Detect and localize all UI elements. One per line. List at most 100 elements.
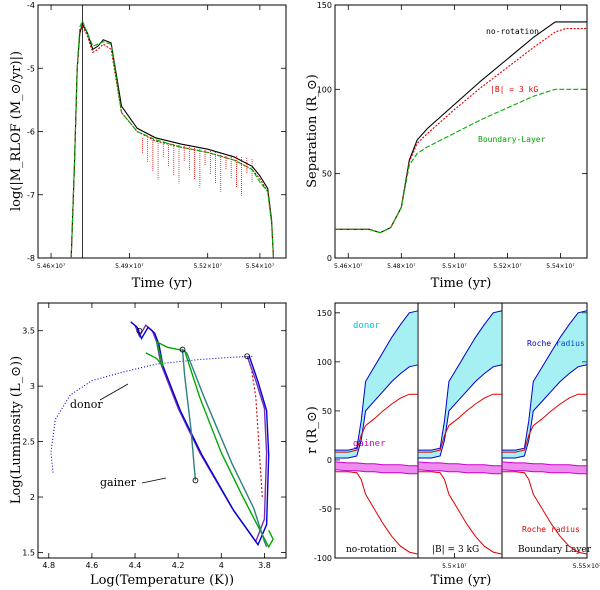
series-line-2-4 xyxy=(145,340,274,549)
xtick-label-2-0: 4.8 xyxy=(42,561,55,570)
track-marker-3 xyxy=(136,327,143,334)
ytick-label-2-2: 2.5 xyxy=(22,438,35,447)
legend-b-3kg: |B| = 3 kG xyxy=(490,85,538,94)
subpanel-label-b-3kg: |B| = 3 kG xyxy=(432,545,479,555)
xtick-label-3-0: 5.5×10⁷ xyxy=(442,563,467,570)
subpanel-label-no-rotation: no-rotation xyxy=(346,545,397,555)
panel-bottom-right-frame xyxy=(334,302,588,559)
xtick-label-2-3: 4.2 xyxy=(172,561,185,570)
legend-boundary-layer: Boundary-Layer xyxy=(478,135,546,144)
plot-area-1 xyxy=(335,21,587,234)
series-line-2-5 xyxy=(181,348,268,548)
ytick-label-2-0: 1.5 xyxy=(22,548,35,557)
ytick-label-2-1: 2 xyxy=(30,493,35,502)
ytick-label-2-4: 3.5 xyxy=(22,327,35,336)
series-roche-upper-red-0 xyxy=(335,393,418,453)
series-donor-lower-2 xyxy=(502,364,587,459)
plot-area-2 xyxy=(50,321,274,549)
series-donor-lower-1 xyxy=(418,364,503,459)
top-right-ylabel: Separation (R_⊙) xyxy=(305,74,320,188)
ytick-label-2-3: 3 xyxy=(30,382,35,391)
label-gainer-region: gainer xyxy=(353,439,386,449)
series-donor-upper-1 xyxy=(418,310,503,451)
subpanel-label-boundary-layer: Boundary Layer xyxy=(518,545,592,555)
series-roche-lower-red-1 xyxy=(418,471,503,555)
series-roche-upper-red-2 xyxy=(502,393,587,453)
xtick-label-1-3: 5.52×10⁷ xyxy=(493,263,522,270)
xtick-label-1-0: 5.46×10⁷ xyxy=(334,263,363,270)
xtick-label-3-1: 5.55×10⁷ xyxy=(573,563,600,570)
series-gainer-upper-0 xyxy=(335,461,418,467)
label-donor: donor xyxy=(70,398,103,411)
track-marker-0 xyxy=(192,477,199,484)
ytick-label-3-3: 50 xyxy=(322,407,332,416)
ytick-label-0-4: -4 xyxy=(27,1,35,10)
bottom-left-ylabel: Log(Luminosity (L_⊙)) xyxy=(9,356,24,504)
plot-area-0 xyxy=(70,19,275,258)
arrow-donor xyxy=(99,383,129,401)
legend-no-rotation: no-rotation xyxy=(486,27,539,36)
xtick-label-1-2: 5.5×10⁷ xyxy=(442,263,467,270)
donor-band-1 xyxy=(418,310,502,458)
ytick-label-1-0: 0 xyxy=(327,254,332,263)
ytick-label-3-5: 150 xyxy=(317,309,332,318)
track-marker-2 xyxy=(244,353,251,360)
ytick-label-1-2: 100 xyxy=(317,85,332,94)
ytick-label-3-4: 100 xyxy=(317,358,332,367)
donor-band-0 xyxy=(335,310,418,458)
series-donor-lower-0 xyxy=(335,364,419,459)
bottom-right-ylabel: r (R_⊙) xyxy=(305,406,320,454)
series-line-0-2 xyxy=(70,19,275,258)
top-left-xlabel: Time (yr) xyxy=(132,276,193,291)
ytick-label-0-3: -5 xyxy=(27,64,35,73)
xtick-label-2-5: 3.8 xyxy=(258,561,271,570)
xtick-label-0-1: 5.49×10⁷ xyxy=(115,263,144,270)
series-gainer-upper-1 xyxy=(417,461,502,467)
xtick-label-2-2: 4.4 xyxy=(129,561,142,570)
label-donor-region: donor xyxy=(353,321,381,331)
series-line-2-0 xyxy=(50,355,254,473)
ytick-label-3-1: -50 xyxy=(319,505,332,514)
series-gainer-lower-0 xyxy=(335,469,418,475)
series-line-0-0 xyxy=(70,22,275,258)
xtick-label-1-1: 5.48×10⁷ xyxy=(387,263,416,270)
top-left-ylabel: log(|M_RLOF (M_⊙/yr)|) xyxy=(9,51,24,211)
series-line-0-1 xyxy=(70,23,275,258)
arrow-gainer xyxy=(141,477,167,484)
xtick-label-0-2: 5.52×10⁷ xyxy=(193,263,222,270)
xtick-label-0-3: 5.54×10⁷ xyxy=(246,263,275,270)
series-gainer-lower-2 xyxy=(501,469,587,475)
series-line-2-3 xyxy=(130,321,270,547)
track-marker-1 xyxy=(179,346,186,353)
top-right-xlabel: Time (yr) xyxy=(431,276,492,291)
xtick-label-2-4: 4 xyxy=(219,561,224,570)
ytick-label-0-2: -6 xyxy=(27,128,35,137)
series-gainer-lower-1 xyxy=(417,469,502,475)
series-donor-upper-0 xyxy=(335,310,419,451)
series-line-2-2 xyxy=(134,324,268,543)
series-line-1-2 xyxy=(335,88,587,234)
ytick-label-1-3: 150 xyxy=(317,1,332,10)
bottom-left-xlabel: Log(Temperature (K)) xyxy=(90,573,234,588)
panel-top-right-frame xyxy=(334,4,588,259)
panel-bottom-left-frame xyxy=(37,302,287,559)
plot-area-3 xyxy=(335,310,587,555)
series-roche-lower-red-0 xyxy=(335,471,419,555)
series-donor-upper-2 xyxy=(502,310,587,451)
xtick-label-2-1: 4.6 xyxy=(86,561,99,570)
ytick-label-0-1: -7 xyxy=(27,191,35,200)
ytick-label-3-2: 0 xyxy=(327,456,332,465)
xtick-label-0-0: 5.46×10⁷ xyxy=(37,263,66,270)
label-roche-bottom: Roche radius xyxy=(522,525,580,534)
ytick-label-3-0: -100 xyxy=(314,554,332,563)
ytick-label-0-0: -8 xyxy=(27,254,35,263)
series-line-1-1 xyxy=(335,28,587,234)
series-gainer-upper-2 xyxy=(501,461,587,467)
series-roche-lower-red-2 xyxy=(502,471,587,555)
label-gainer: gainer xyxy=(100,476,137,489)
series-roche-upper-red-1 xyxy=(418,393,502,453)
bottom-right-xlabel: Time (yr) xyxy=(431,573,492,588)
xtick-label-1-4: 5.54×10⁷ xyxy=(546,263,575,270)
ytick-label-1-1: 50 xyxy=(322,170,332,179)
